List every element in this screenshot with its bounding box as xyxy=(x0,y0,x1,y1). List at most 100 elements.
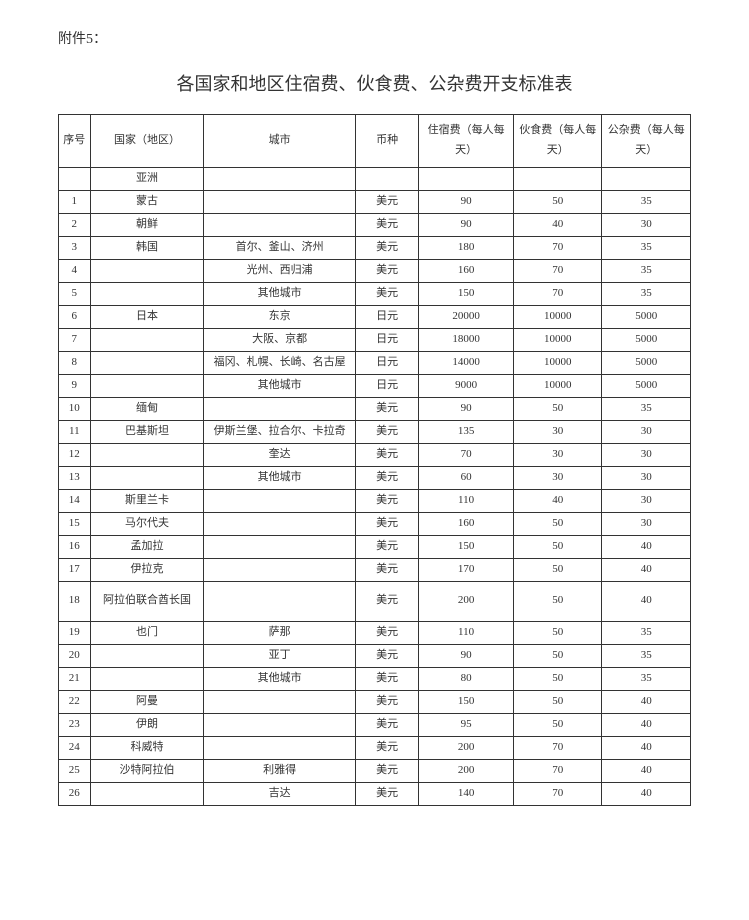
table-row: 16孟加拉美元1505040 xyxy=(59,535,691,558)
cell-country: 朝鲜 xyxy=(90,213,204,236)
cell-seq: 24 xyxy=(59,736,91,759)
cell-seq: 9 xyxy=(59,374,91,397)
cell-meal: 70 xyxy=(514,736,602,759)
table-row: 6日本东京日元20000100005000 xyxy=(59,305,691,328)
cell-seq: 16 xyxy=(59,535,91,558)
standards-table: 序号国家（地区）城市币种住宿费（每人每天）伙食费（每人每天）公杂费（每人每天） … xyxy=(58,114,691,806)
cell-seq: 14 xyxy=(59,489,91,512)
cell-city: 吉达 xyxy=(204,782,356,805)
cell-lodging xyxy=(419,167,514,190)
cell-city: 大阪、京都 xyxy=(204,328,356,351)
table-row: 17伊拉克美元1705040 xyxy=(59,558,691,581)
cell-country xyxy=(90,328,204,351)
cell-city: 伊斯兰堡、拉合尔、卡拉奇 xyxy=(204,420,356,443)
table-row: 26吉达美元1407040 xyxy=(59,782,691,805)
cell-seq: 15 xyxy=(59,512,91,535)
cell-misc: 30 xyxy=(602,489,691,512)
cell-seq: 5 xyxy=(59,282,91,305)
cell-city: 其他城市 xyxy=(204,374,356,397)
cell-currency: 美元 xyxy=(356,259,419,282)
cell-lodging: 70 xyxy=(419,443,514,466)
cell-lodging: 180 xyxy=(419,236,514,259)
cell-country: 科威特 xyxy=(90,736,204,759)
cell-meal: 70 xyxy=(514,282,602,305)
cell-meal: 10000 xyxy=(514,305,602,328)
cell-misc: 30 xyxy=(602,512,691,535)
table-row: 13其他城市美元603030 xyxy=(59,466,691,489)
cell-city: 光州、西归浦 xyxy=(204,259,356,282)
table-row: 23伊朗美元955040 xyxy=(59,713,691,736)
cell-seq: 17 xyxy=(59,558,91,581)
cell-city xyxy=(204,190,356,213)
cell-city: 亚丁 xyxy=(204,644,356,667)
cell-seq: 10 xyxy=(59,397,91,420)
cell-misc: 30 xyxy=(602,213,691,236)
cell-city xyxy=(204,213,356,236)
cell-misc xyxy=(602,167,691,190)
cell-meal: 30 xyxy=(514,443,602,466)
cell-seq: 8 xyxy=(59,351,91,374)
cell-misc: 35 xyxy=(602,621,691,644)
cell-city xyxy=(204,489,356,512)
cell-lodging: 18000 xyxy=(419,328,514,351)
cell-currency: 美元 xyxy=(356,713,419,736)
cell-misc: 35 xyxy=(602,397,691,420)
cell-misc: 35 xyxy=(602,190,691,213)
cell-misc: 40 xyxy=(602,736,691,759)
cell-country: 阿曼 xyxy=(90,690,204,713)
cell-country: 韩国 xyxy=(90,236,204,259)
cell-currency: 日元 xyxy=(356,351,419,374)
cell-misc: 5000 xyxy=(602,351,691,374)
cell-city: 首尔、釜山、济州 xyxy=(204,236,356,259)
cell-lodging: 110 xyxy=(419,621,514,644)
cell-misc: 40 xyxy=(602,581,691,621)
table-row: 18阿拉伯联合酋长国美元2005040 xyxy=(59,581,691,621)
cell-currency: 美元 xyxy=(356,558,419,581)
cell-currency: 美元 xyxy=(356,621,419,644)
cell-meal: 30 xyxy=(514,466,602,489)
cell-meal: 50 xyxy=(514,644,602,667)
cell-seq: 22 xyxy=(59,690,91,713)
cell-meal: 50 xyxy=(514,512,602,535)
cell-misc: 35 xyxy=(602,282,691,305)
cell-meal xyxy=(514,167,602,190)
cell-country xyxy=(90,282,204,305)
cell-meal: 50 xyxy=(514,190,602,213)
cell-country: 日本 xyxy=(90,305,204,328)
cell-city xyxy=(204,167,356,190)
cell-lodging: 170 xyxy=(419,558,514,581)
cell-currency: 美元 xyxy=(356,644,419,667)
table-body: 亚洲1蒙古美元9050352朝鲜美元9040303韩国首尔、釜山、济州美元180… xyxy=(59,167,691,805)
table-row: 11巴基斯坦伊斯兰堡、拉合尔、卡拉奇美元1353030 xyxy=(59,420,691,443)
table-row: 22阿曼美元1505040 xyxy=(59,690,691,713)
cell-country xyxy=(90,374,204,397)
cell-lodging: 90 xyxy=(419,190,514,213)
table-row: 4光州、西归浦美元1607035 xyxy=(59,259,691,282)
cell-currency: 日元 xyxy=(356,305,419,328)
cell-city: 利雅得 xyxy=(204,759,356,782)
col-header-6: 公杂费（每人每天） xyxy=(602,115,691,168)
cell-lodging: 14000 xyxy=(419,351,514,374)
cell-seq: 18 xyxy=(59,581,91,621)
cell-lodging: 90 xyxy=(419,644,514,667)
col-header-2: 城市 xyxy=(204,115,356,168)
cell-city: 东京 xyxy=(204,305,356,328)
cell-currency: 美元 xyxy=(356,782,419,805)
cell-currency: 日元 xyxy=(356,328,419,351)
cell-seq: 4 xyxy=(59,259,91,282)
cell-misc: 35 xyxy=(602,236,691,259)
cell-seq: 6 xyxy=(59,305,91,328)
cell-misc: 40 xyxy=(602,759,691,782)
cell-city xyxy=(204,690,356,713)
cell-city: 萨那 xyxy=(204,621,356,644)
cell-lodging: 135 xyxy=(419,420,514,443)
cell-country: 孟加拉 xyxy=(90,535,204,558)
cell-lodging: 160 xyxy=(419,259,514,282)
cell-misc: 30 xyxy=(602,466,691,489)
cell-city xyxy=(204,397,356,420)
cell-country: 亚洲 xyxy=(90,167,204,190)
cell-meal: 50 xyxy=(514,535,602,558)
cell-misc: 35 xyxy=(602,259,691,282)
cell-lodging: 150 xyxy=(419,282,514,305)
cell-lodging: 200 xyxy=(419,736,514,759)
